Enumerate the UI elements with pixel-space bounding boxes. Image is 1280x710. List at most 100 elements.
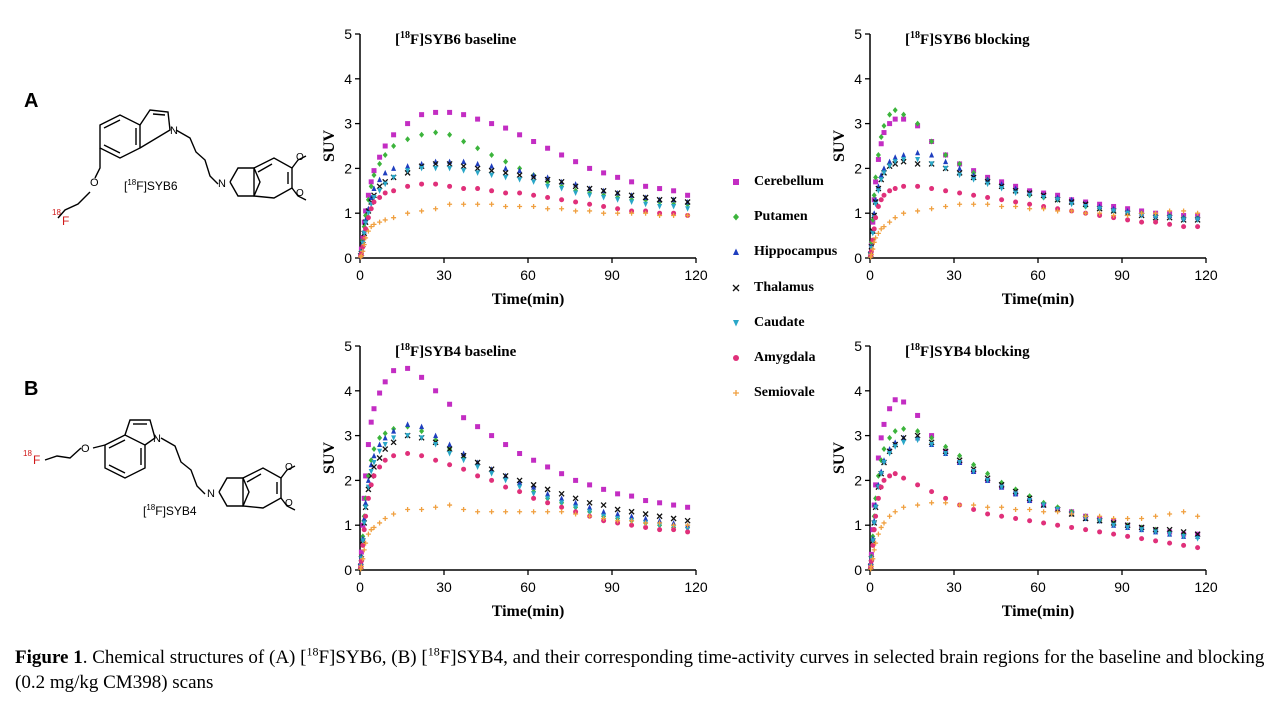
- data-point: [377, 188, 383, 194]
- data-point: [377, 154, 383, 160]
- data-point: [405, 136, 411, 143]
- data-point: [382, 379, 388, 385]
- data-point: [887, 158, 893, 165]
- data-point: [447, 131, 453, 138]
- data-point: [971, 192, 977, 198]
- series-semiovale: [358, 502, 691, 572]
- data-point: [1167, 531, 1173, 538]
- data-point: [460, 163, 467, 170]
- data-point: [871, 239, 877, 245]
- data-point: [363, 212, 369, 219]
- data-point: [530, 174, 537, 181]
- data-point: [871, 226, 877, 232]
- data-point: [870, 538, 876, 544]
- data-point: [1097, 513, 1103, 519]
- data-point: [461, 168, 467, 174]
- data-point: [873, 504, 879, 511]
- data-point: [629, 513, 635, 519]
- y-tick-label: 5: [344, 338, 352, 354]
- data-point: [878, 177, 884, 183]
- data-point: [1153, 529, 1159, 535]
- chart-syb6-blocking: 0 1 2 3 4 5 0 30 60 90 120 Time(min) SUV [18F]SYB6 bl…: [831, 26, 1218, 308]
- data-point: [363, 220, 369, 227]
- data-point: [358, 563, 364, 569]
- data-point: [901, 504, 907, 510]
- data-point: [1125, 524, 1131, 531]
- legend-label: Amygdala: [754, 350, 816, 366]
- data-point: [361, 223, 367, 230]
- y-axis-label: SUV: [321, 130, 338, 162]
- data-point: [685, 522, 691, 528]
- data-point: [365, 215, 371, 221]
- data-point: [365, 228, 371, 234]
- data-point: [915, 482, 921, 488]
- data-point: [419, 453, 425, 459]
- data-point: [881, 421, 887, 427]
- data-point: [892, 107, 898, 114]
- data-point: [601, 170, 607, 176]
- data-point: [684, 517, 691, 524]
- data-point: [365, 210, 371, 217]
- data-point: [601, 203, 607, 209]
- fluorine-isotope-label: 18: [52, 208, 61, 217]
- data-point: [915, 502, 921, 508]
- data-point: [419, 435, 425, 441]
- data-point: [601, 210, 607, 216]
- data-point: [915, 120, 921, 127]
- data-point: [868, 563, 874, 569]
- x-tick-label: 0: [866, 267, 874, 283]
- data-point: [1139, 536, 1145, 542]
- data-point: [999, 504, 1005, 510]
- data-point: [368, 183, 374, 190]
- data-point: [881, 170, 887, 176]
- data-point: [461, 112, 467, 118]
- data-point: [957, 452, 963, 459]
- data-point: [377, 195, 383, 201]
- data-point: [1166, 526, 1173, 533]
- data-point: [544, 176, 551, 183]
- data-point: [615, 206, 621, 212]
- legend-label: Semiovale: [754, 385, 815, 401]
- data-point: [391, 453, 397, 459]
- y-tick-label: 3: [344, 116, 352, 132]
- data-point: [363, 495, 369, 502]
- data-point: [878, 226, 884, 232]
- data-point: [461, 186, 467, 192]
- data-point: [971, 502, 977, 508]
- data-point: [371, 221, 377, 227]
- data-point: [914, 432, 921, 439]
- data-point: [1055, 208, 1061, 214]
- data-point: [600, 502, 607, 508]
- data-point: [391, 143, 397, 149]
- data-point: [685, 212, 691, 218]
- series-caudate: [868, 156, 1201, 258]
- y-tick-label: 4: [854, 383, 862, 399]
- data-point: [892, 215, 898, 221]
- data-point: [391, 511, 397, 517]
- data-point: [391, 435, 397, 441]
- data-point: [545, 464, 551, 470]
- data-point: [601, 515, 607, 521]
- data-point: [559, 186, 565, 192]
- data-point: [657, 527, 663, 533]
- data-point: [360, 538, 366, 544]
- data-point: [405, 121, 411, 127]
- data-point: [475, 473, 481, 479]
- data-point: [1013, 199, 1019, 205]
- fluorine-atom-label: F: [33, 453, 40, 467]
- data-point: [892, 159, 898, 165]
- data-point: [573, 159, 579, 165]
- data-point: [517, 509, 523, 515]
- y-tick-label: 0: [854, 250, 862, 266]
- data-point: [1041, 509, 1047, 515]
- legend-item: Semiovale: [728, 376, 837, 411]
- data-point: [545, 206, 551, 212]
- data-point: [929, 442, 935, 448]
- data-point: [447, 451, 453, 457]
- data-point: [929, 151, 935, 158]
- data-point: [915, 412, 921, 418]
- data-point: [999, 186, 1005, 192]
- y-tick-label: 1: [344, 205, 352, 221]
- data-point: [545, 145, 551, 151]
- data-point: [629, 522, 635, 528]
